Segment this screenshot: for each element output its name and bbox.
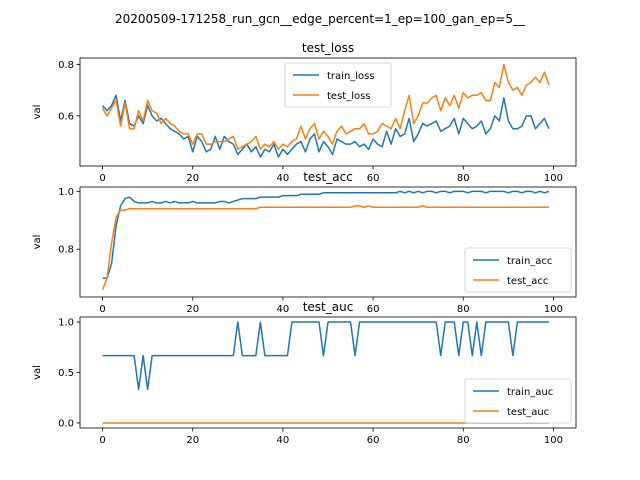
- x-tick-label: 100: [544, 435, 563, 446]
- y-tick-label: 0.5: [58, 368, 74, 379]
- x-tick-label: 20: [186, 304, 199, 315]
- series-line-train_acc: [102, 190, 550, 279]
- y-tick-label: 0.8: [58, 245, 74, 256]
- legend: train_auc test_auc: [464, 378, 572, 424]
- y-tick-label: 1.0: [58, 187, 74, 198]
- figure-suptitle: 20200509-171258_run_gcn__edge_percent=1_…: [115, 12, 526, 26]
- legend-label-train_acc: train_acc: [507, 256, 552, 267]
- x-tick-label: 0: [99, 304, 105, 315]
- legend: train_loss test_loss: [284, 62, 392, 108]
- x-tick-label: 60: [367, 173, 380, 184]
- y-axis-label: val: [32, 365, 43, 380]
- y-tick-label: 0.8: [58, 60, 74, 71]
- y-tick-label: 1.0: [58, 318, 74, 329]
- legend-label-train_loss: train_loss: [327, 71, 375, 82]
- x-tick-label: 80: [457, 173, 470, 184]
- x-tick-label: 0: [99, 435, 105, 446]
- x-tick-label: 20: [186, 173, 199, 184]
- x-tick-label: 80: [457, 435, 470, 446]
- legend-label-train_auc: train_auc: [507, 387, 553, 398]
- x-tick-label: 60: [367, 304, 380, 315]
- legend-box: [284, 62, 392, 108]
- axes-title: test_acc: [303, 170, 353, 184]
- y-tick-label: 0.6: [58, 111, 74, 122]
- subplot-test_acc: 0 20 40 60 80 1000.81.0test_accvaltrain_accte…: [32, 170, 577, 315]
- axes-frame: [79, 186, 577, 298]
- legend-box: [464, 247, 572, 293]
- y-axis-label: val: [32, 105, 43, 120]
- y-axis-label: val: [32, 235, 43, 250]
- legend-label-test_auc: test_auc: [507, 407, 549, 418]
- series-line-test_loss: [101, 63, 550, 151]
- x-tick-label: 100: [544, 304, 563, 315]
- axes-title: test_loss: [302, 41, 354, 55]
- series-line-train_loss: [101, 94, 550, 158]
- series-line-train_auc: [102, 321, 549, 391]
- legend: train_acc test_acc: [464, 247, 572, 293]
- x-tick-label: 0: [99, 173, 105, 184]
- axes-frame: [79, 57, 577, 167]
- legend-label-test_acc: test_acc: [507, 276, 548, 287]
- x-tick-label: 40: [277, 304, 290, 315]
- x-tick-label: 100: [544, 173, 563, 184]
- x-tick-label: 40: [277, 173, 290, 184]
- x-tick-label: 80: [457, 304, 470, 315]
- y-tick-label: 0.0: [58, 418, 74, 429]
- series-line-test_acc: [101, 205, 549, 291]
- legend-box: [464, 378, 572, 424]
- x-tick-label: 20: [186, 435, 199, 446]
- x-tick-label: 40: [277, 435, 290, 446]
- x-tick-label: 60: [367, 435, 380, 446]
- legend-label-test_loss: test_loss: [327, 91, 371, 102]
- axes-title: test_auc: [303, 300, 354, 314]
- subplot-test_auc: 0 20 40 60 80 1000.00.51.0test_aucvaltrain_au…: [32, 300, 577, 446]
